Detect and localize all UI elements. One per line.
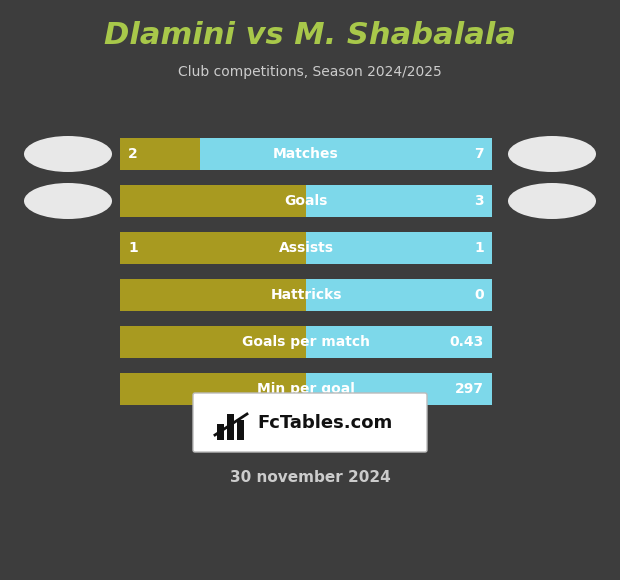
Bar	[237, 420, 244, 440]
FancyBboxPatch shape	[120, 185, 492, 217]
FancyBboxPatch shape	[120, 326, 492, 358]
FancyBboxPatch shape	[120, 138, 492, 170]
FancyBboxPatch shape	[120, 373, 492, 405]
Text: 0: 0	[474, 288, 484, 302]
Text: Dlamini vs M. Shabalala: Dlamini vs M. Shabalala	[104, 20, 516, 49]
Text: 7: 7	[474, 147, 484, 161]
FancyBboxPatch shape	[120, 279, 492, 311]
Bar	[120, 232, 306, 264]
Text: 3: 3	[474, 194, 484, 208]
FancyBboxPatch shape	[120, 373, 492, 405]
FancyBboxPatch shape	[120, 279, 492, 311]
Text: Assists: Assists	[278, 241, 334, 255]
Text: Club competitions, Season 2024/2025: Club competitions, Season 2024/2025	[178, 65, 442, 79]
Text: Matches: Matches	[273, 147, 339, 161]
Bar	[227, 414, 234, 440]
FancyBboxPatch shape	[120, 138, 492, 170]
Bar	[217, 424, 224, 440]
Text: Goals: Goals	[285, 194, 328, 208]
FancyBboxPatch shape	[120, 326, 492, 358]
Text: 30 november 2024: 30 november 2024	[229, 470, 391, 485]
Bar	[120, 373, 306, 405]
FancyBboxPatch shape	[120, 232, 492, 264]
Text: Hattricks: Hattricks	[270, 288, 342, 302]
Text: 2: 2	[128, 147, 138, 161]
Bar	[120, 326, 306, 358]
Text: Min per goal: Min per goal	[257, 382, 355, 396]
Text: Goals per match: Goals per match	[242, 335, 370, 349]
Text: FcTables.com: FcTables.com	[257, 414, 392, 432]
Text: 1: 1	[128, 241, 138, 255]
Text: 1: 1	[474, 241, 484, 255]
Bar	[120, 185, 306, 217]
Ellipse shape	[508, 136, 596, 172]
Ellipse shape	[24, 136, 112, 172]
FancyBboxPatch shape	[193, 393, 427, 452]
Ellipse shape	[508, 183, 596, 219]
Text: 0.43: 0.43	[450, 335, 484, 349]
Text: 297: 297	[455, 382, 484, 396]
Bar	[120, 138, 200, 170]
FancyBboxPatch shape	[120, 232, 492, 264]
FancyBboxPatch shape	[120, 185, 492, 217]
Ellipse shape	[24, 183, 112, 219]
Bar	[120, 279, 306, 311]
